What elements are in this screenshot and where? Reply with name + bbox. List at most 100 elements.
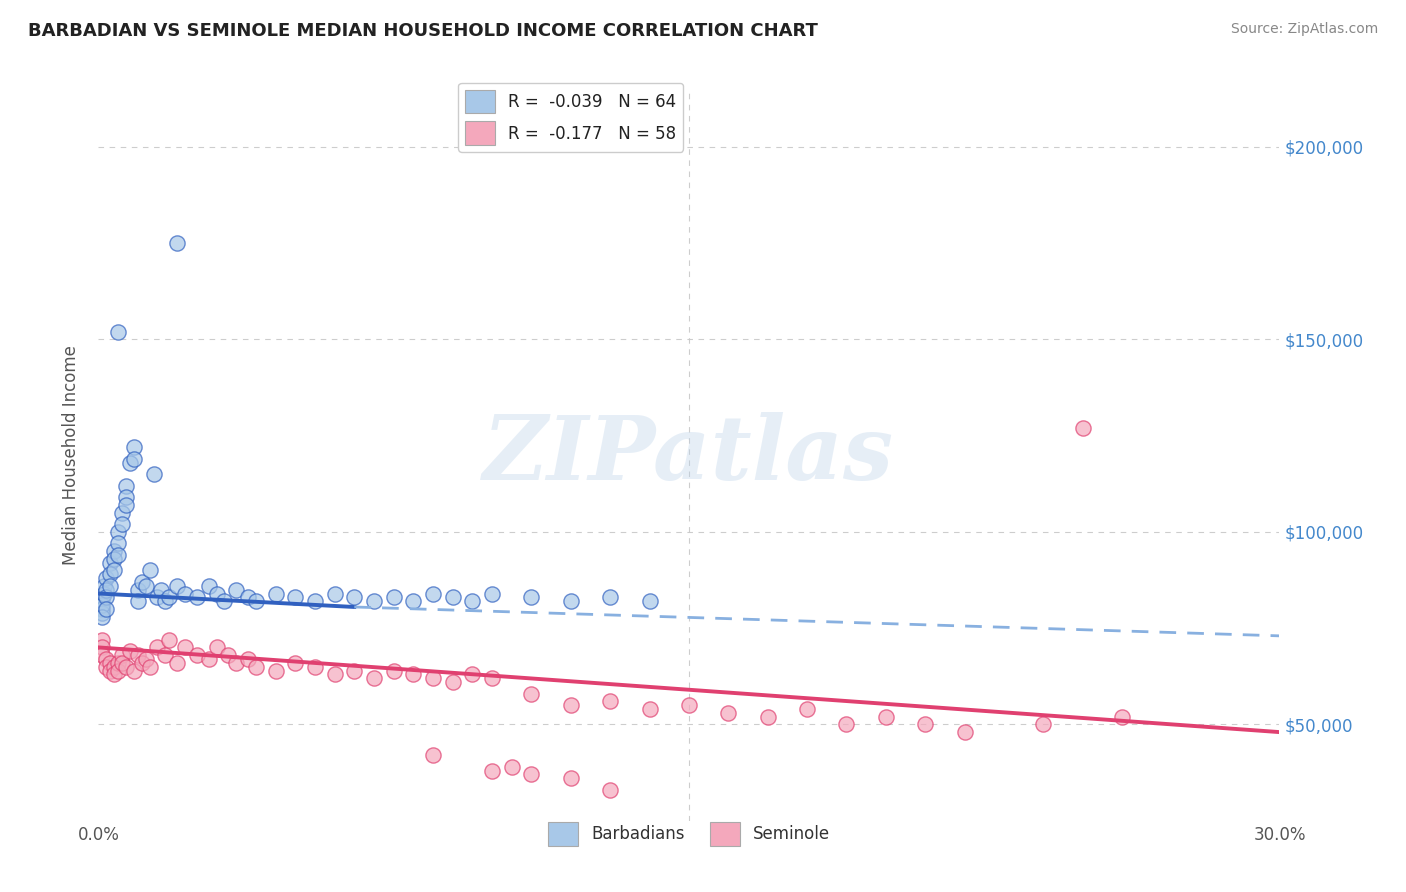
Point bbox=[122, 440, 145, 454]
Point bbox=[205, 586, 228, 600]
Point bbox=[111, 506, 134, 520]
Point bbox=[520, 767, 543, 781]
Point bbox=[96, 652, 118, 666]
Point bbox=[236, 591, 259, 605]
Point bbox=[363, 671, 385, 685]
Y-axis label: Median Household Income: Median Household Income bbox=[62, 345, 80, 565]
Point bbox=[422, 671, 444, 685]
Point bbox=[245, 659, 267, 673]
Point bbox=[157, 632, 180, 647]
Point bbox=[343, 664, 366, 678]
Point bbox=[245, 594, 267, 608]
Point bbox=[166, 656, 188, 670]
Point bbox=[1032, 717, 1054, 731]
Point bbox=[678, 698, 700, 713]
Point bbox=[107, 664, 129, 678]
Point bbox=[343, 591, 366, 605]
Point bbox=[441, 675, 464, 690]
Point bbox=[96, 571, 118, 585]
Point bbox=[166, 236, 188, 251]
Point bbox=[461, 667, 484, 681]
Point bbox=[96, 591, 118, 605]
Point bbox=[304, 659, 326, 673]
Point bbox=[107, 536, 129, 550]
Point bbox=[197, 652, 219, 666]
Point bbox=[217, 648, 239, 662]
Point bbox=[107, 656, 129, 670]
Point bbox=[197, 579, 219, 593]
Point bbox=[96, 659, 118, 673]
Point bbox=[236, 652, 259, 666]
Point bbox=[90, 632, 112, 647]
Text: BARBADIAN VS SEMINOLE MEDIAN HOUSEHOLD INCOME CORRELATION CHART: BARBADIAN VS SEMINOLE MEDIAN HOUSEHOLD I… bbox=[28, 22, 818, 40]
Point bbox=[107, 548, 129, 562]
Point bbox=[115, 479, 138, 493]
Point bbox=[91, 594, 114, 608]
Point bbox=[111, 648, 134, 662]
Point bbox=[402, 667, 425, 681]
Point bbox=[93, 579, 115, 593]
Point bbox=[111, 517, 134, 532]
Point bbox=[142, 467, 165, 482]
Point bbox=[174, 586, 197, 600]
Point bbox=[103, 659, 125, 673]
Point bbox=[717, 706, 740, 720]
Point bbox=[284, 591, 307, 605]
Point bbox=[264, 586, 287, 600]
Point bbox=[155, 594, 177, 608]
Point bbox=[118, 644, 141, 658]
Point bbox=[225, 582, 247, 597]
Point bbox=[186, 591, 208, 605]
Point bbox=[146, 591, 169, 605]
Point bbox=[560, 698, 582, 713]
Point bbox=[103, 667, 125, 681]
Point bbox=[914, 717, 936, 731]
Point bbox=[363, 594, 385, 608]
Point bbox=[520, 687, 543, 701]
Point bbox=[96, 582, 118, 597]
Point bbox=[150, 582, 173, 597]
Point bbox=[122, 451, 145, 466]
Point bbox=[225, 656, 247, 670]
Point bbox=[638, 702, 661, 716]
Point bbox=[115, 498, 138, 512]
Point bbox=[481, 671, 503, 685]
Point bbox=[90, 591, 112, 605]
Point bbox=[205, 640, 228, 655]
Point bbox=[214, 594, 236, 608]
Point bbox=[115, 490, 138, 504]
Point bbox=[304, 594, 326, 608]
Point bbox=[96, 602, 118, 616]
Point bbox=[103, 544, 125, 558]
Point bbox=[103, 552, 125, 566]
Point bbox=[323, 667, 346, 681]
Point bbox=[560, 594, 582, 608]
Point bbox=[138, 659, 160, 673]
Point bbox=[756, 709, 779, 723]
Point bbox=[796, 702, 818, 716]
Point bbox=[93, 586, 115, 600]
Point bbox=[155, 648, 177, 662]
Point bbox=[481, 764, 503, 778]
Point bbox=[323, 586, 346, 600]
Point bbox=[1071, 421, 1094, 435]
Point bbox=[91, 609, 114, 624]
Point bbox=[103, 563, 125, 577]
Point bbox=[560, 772, 582, 786]
Point bbox=[422, 748, 444, 763]
Point bbox=[135, 579, 157, 593]
Point bbox=[264, 664, 287, 678]
Point bbox=[98, 579, 121, 593]
Point bbox=[98, 656, 121, 670]
Point bbox=[91, 602, 114, 616]
Point bbox=[98, 556, 121, 570]
Point bbox=[91, 598, 114, 612]
Point bbox=[461, 594, 484, 608]
Point bbox=[118, 456, 141, 470]
Point bbox=[638, 594, 661, 608]
Point bbox=[127, 594, 149, 608]
Point bbox=[953, 725, 976, 739]
Point bbox=[111, 656, 134, 670]
Point bbox=[520, 591, 543, 605]
Point bbox=[122, 664, 145, 678]
